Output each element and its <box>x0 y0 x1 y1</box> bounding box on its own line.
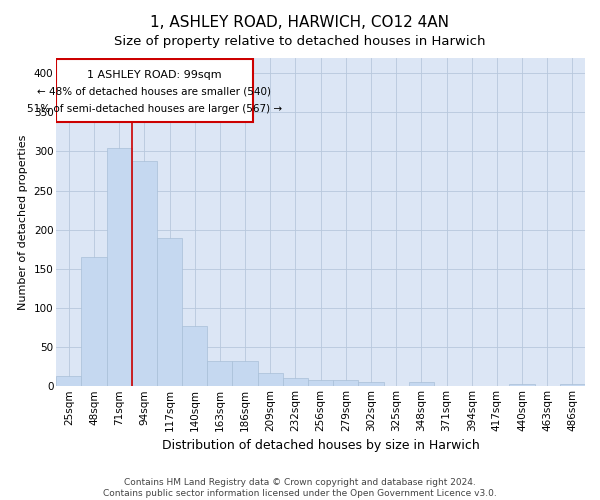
Bar <box>82 257 107 386</box>
Bar <box>56 376 82 386</box>
Bar <box>207 361 232 386</box>
Text: ← 48% of detached houses are smaller (540): ← 48% of detached houses are smaller (54… <box>37 86 271 97</box>
Bar <box>333 380 358 386</box>
Bar <box>157 238 182 386</box>
Text: 1, ASHLEY ROAD, HARWICH, CO12 4AN: 1, ASHLEY ROAD, HARWICH, CO12 4AN <box>151 15 449 30</box>
Bar <box>283 378 308 386</box>
Text: Contains HM Land Registry data © Crown copyright and database right 2024.
Contai: Contains HM Land Registry data © Crown c… <box>103 478 497 498</box>
Y-axis label: Number of detached properties: Number of detached properties <box>18 134 28 310</box>
Bar <box>257 373 283 386</box>
Bar <box>509 384 535 386</box>
FancyBboxPatch shape <box>56 59 253 122</box>
Bar <box>232 361 257 386</box>
Bar <box>358 382 383 386</box>
Bar <box>107 148 132 386</box>
Bar <box>182 326 207 386</box>
Bar <box>308 380 333 386</box>
X-axis label: Distribution of detached houses by size in Harwich: Distribution of detached houses by size … <box>162 440 479 452</box>
Text: 1 ASHLEY ROAD: 99sqm: 1 ASHLEY ROAD: 99sqm <box>87 70 222 80</box>
Bar <box>560 384 585 386</box>
Text: Size of property relative to detached houses in Harwich: Size of property relative to detached ho… <box>114 35 486 48</box>
Bar <box>409 382 434 386</box>
Bar <box>132 161 157 386</box>
Text: 51% of semi-detached houses are larger (567) →: 51% of semi-detached houses are larger (… <box>27 104 282 114</box>
